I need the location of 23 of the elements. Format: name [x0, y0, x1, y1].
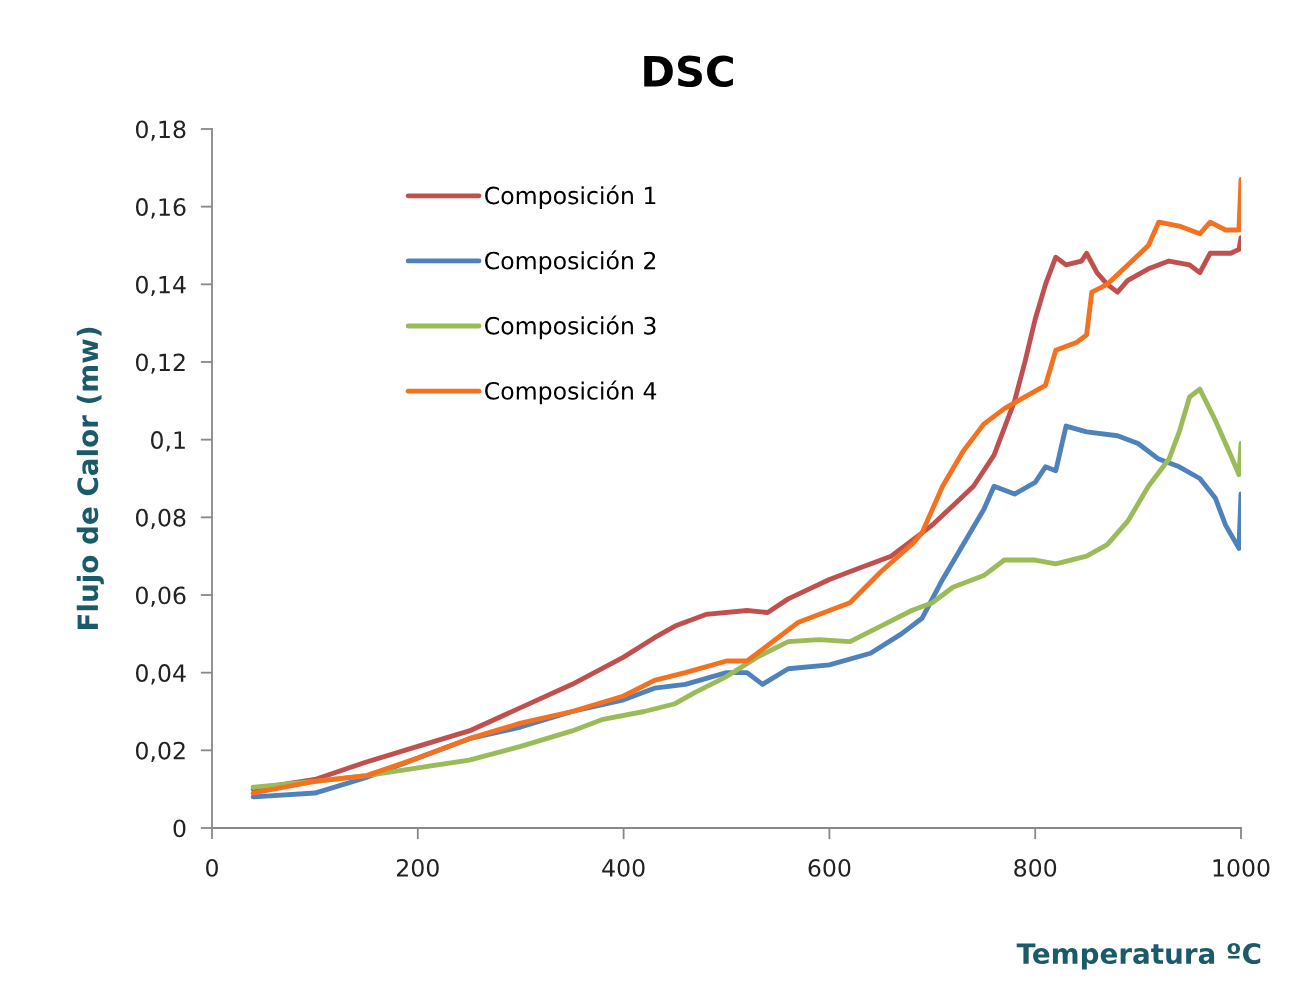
- y-tick-label: 0,06: [135, 586, 186, 607]
- legend-label: Composición 1: [485, 185, 656, 209]
- x-tick-label: 800: [1014, 858, 1057, 877]
- x-axis-title: Temperatura ºC: [1016, 943, 1261, 970]
- y-tick-label: 0,16: [135, 198, 186, 219]
- y-tick-label: 0,1: [151, 431, 185, 452]
- y-tick-label: 0,04: [135, 664, 186, 685]
- y-tick-label: 0,08: [135, 508, 186, 530]
- y-tick-label: 0,14: [135, 275, 186, 297]
- legend-label: Composición 4: [485, 380, 657, 405]
- chart-title: DSC: [644, 55, 733, 88]
- x-tick-label: 400: [602, 858, 645, 877]
- y-axis-title: Flujo de Calor (mw): [76, 327, 104, 629]
- x-tick-label: 1000: [1213, 858, 1270, 877]
- legend-label: Composición 3: [485, 315, 656, 340]
- y-tick-label: 0,02: [135, 741, 185, 763]
- x-tick-label: 200: [397, 858, 439, 877]
- x-tick-label: 600: [808, 858, 851, 877]
- x-tick-label: 0: [206, 858, 218, 877]
- y-tick-label: 0,12: [135, 353, 185, 374]
- y-tick-label: 0: [173, 819, 186, 838]
- y-tick-label: 0,18: [135, 120, 186, 141]
- legend-label: Composición 2: [485, 250, 656, 275]
